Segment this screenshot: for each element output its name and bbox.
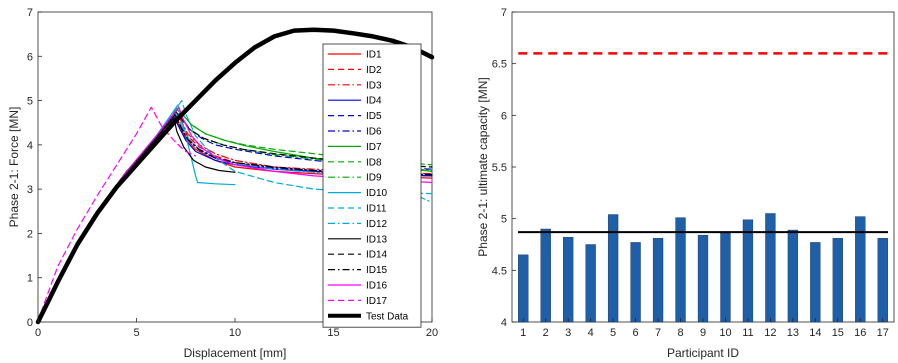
right-x-ticks: 1 2 3 4 5 6 7 8 9 10 11 12 13 14 15 16 17 — [520, 318, 889, 339]
legend-label: ID10 — [366, 188, 388, 199]
right-y-axis-label: Phase 2-1: ultimate capacity [MN] — [476, 77, 490, 256]
bar-participant-11 — [742, 219, 754, 323]
bar-participant-2 — [540, 228, 551, 323]
bar-participant-4 — [585, 244, 596, 323]
left-x-tick-label: 20 — [426, 327, 438, 339]
bar-participant-10 — [720, 232, 731, 323]
left-y-tick-label: 0 — [27, 317, 33, 329]
left-y-axis-label: Phase 2-1: Force [MN] — [7, 107, 21, 228]
left-x-tick-label: 5 — [133, 327, 139, 339]
right-y-tick-label: 4.5 — [492, 265, 507, 277]
right-x-tick-label: 5 — [610, 327, 616, 339]
legend-label: ID4 — [366, 96, 382, 107]
legend-label: ID15 — [366, 265, 388, 276]
left-y-tick-label: 6 — [27, 51, 33, 63]
right-x-tick-label: 16 — [854, 327, 866, 339]
left-y-tick-label: 7 — [27, 7, 33, 19]
legend-label: ID5 — [366, 111, 382, 122]
bar-participant-8 — [675, 217, 686, 323]
bar-participant-3 — [563, 237, 574, 323]
bar-participant-14 — [810, 242, 821, 323]
right-x-tick-label: 12 — [764, 327, 776, 339]
right-x-tick-label: 1 — [520, 327, 526, 339]
left-x-tick-label: 0 — [35, 327, 41, 339]
bar-participant-5 — [607, 214, 619, 323]
legend-label: ID7 — [366, 142, 382, 153]
right-x-tick-label: 14 — [809, 327, 821, 339]
left-chart: 0 5 10 15 20 0 1 2 3 4 5 6 7 Displacement [mm] Phas… — [7, 7, 438, 360]
right-x-tick-label: 4 — [588, 327, 594, 339]
right-x-axis-label: Participant ID — [667, 346, 739, 360]
bar-participant-13 — [787, 229, 799, 323]
series-line-test-data — [35, 27, 435, 325]
bar-participant-7 — [652, 238, 664, 323]
left-y-tick-label: 2 — [27, 228, 33, 240]
legend-label: Test Data — [366, 311, 409, 322]
bar-participant-12 — [765, 213, 776, 323]
legend-label: ID12 — [366, 219, 388, 230]
left-y-tick-label: 4 — [27, 140, 33, 152]
legend-label: ID8 — [366, 157, 382, 168]
legend-label: ID16 — [366, 281, 388, 292]
legend-box — [322, 43, 422, 328]
right-x-tick-label: 9 — [700, 327, 706, 339]
left-x-tick-label: 10 — [229, 327, 241, 339]
bar-participant-15 — [832, 238, 843, 323]
legend-label: ID2 — [366, 65, 382, 76]
legend-label: ID14 — [366, 250, 388, 261]
left-y-tick-label: 5 — [27, 96, 33, 108]
right-x-tick-label: 3 — [565, 327, 571, 339]
right-x-tick-label: 7 — [655, 327, 661, 339]
legend-label: ID6 — [366, 127, 382, 138]
left-y-ticks: 0 1 2 3 4 5 6 7 — [27, 7, 42, 329]
legend-label: ID9 — [366, 173, 382, 184]
right-x-tick-label: 6 — [633, 327, 639, 339]
right-y-ticks: 4 4.5 5 5.5 6 6.5 7 — [492, 7, 516, 329]
legend-label: ID1 — [366, 50, 382, 61]
bar-participant-6 — [630, 242, 641, 323]
legend-label: ID13 — [366, 234, 388, 245]
bar-participant-1 — [518, 254, 529, 323]
series-line-id17 — [37, 106, 197, 323]
legend: ID1 ID2 ID3 ID4 ID5 ID6 ID7 ID8 ID9 ID10 ID11 ID12 I… — [322, 43, 422, 328]
left-x-tick-label: 15 — [327, 327, 339, 339]
legend-label: ID11 — [366, 204, 387, 215]
right-bars — [518, 213, 888, 323]
right-x-tick-label: 15 — [832, 327, 844, 339]
right-y-tick-label: 4 — [501, 317, 507, 329]
right-x-tick-label: 2 — [543, 327, 549, 339]
left-y-tick-label: 1 — [27, 273, 33, 285]
right-y-tick-label: 6 — [501, 110, 507, 122]
right-y-tick-label: 6.5 — [492, 59, 507, 71]
bar-participant-9 — [697, 234, 709, 323]
right-x-tick-label: 10 — [719, 327, 731, 339]
bar-participant-17 — [877, 238, 888, 323]
right-x-tick-label: 17 — [877, 327, 889, 339]
right-x-tick-label: 8 — [677, 327, 683, 339]
right-x-tick-label: 11 — [742, 327, 753, 339]
left-x-ticks: 0 5 10 15 20 — [35, 318, 438, 339]
right-x-tick-label: 13 — [787, 327, 799, 339]
legend-label: ID17 — [366, 296, 388, 307]
right-y-tick-label: 5 — [501, 214, 507, 226]
right-reference-lines — [518, 52, 888, 234]
right-chart: 1 2 3 4 5 6 7 8 9 10 11 12 13 14 15 16 17 44.555.566.57 … — [476, 7, 895, 360]
right-y-tick-label: 7 — [501, 7, 507, 19]
left-y-tick-label: 3 — [27, 184, 33, 196]
right-y-tick-label: 5.5 — [492, 162, 507, 174]
legend-label: ID3 — [366, 80, 382, 91]
left-x-axis-label: Displacement [mm] — [184, 346, 287, 360]
